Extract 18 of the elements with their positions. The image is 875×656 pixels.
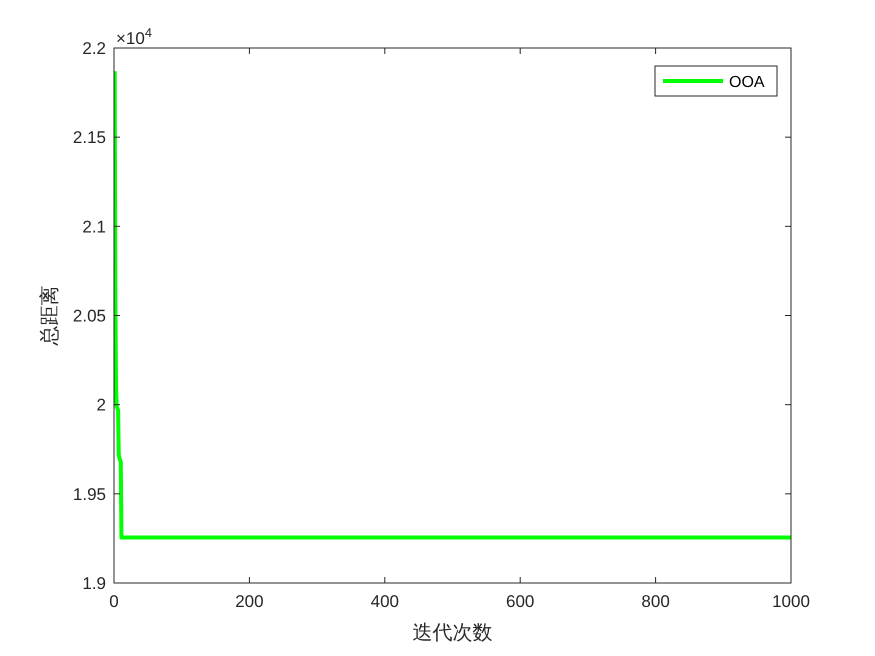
x-tick-label: 0 <box>109 592 119 611</box>
y-tick-label: 2.05 <box>72 306 106 326</box>
annotation: ×10$^{4}$ <box>116 24 152 48</box>
y-tick-label: 1.9 <box>82 574 106 593</box>
x-tick-label: 200 <box>235 592 264 611</box>
y-tick-label: 2 <box>96 396 106 415</box>
legend-label: OOA <box>729 74 765 91</box>
y-tick-label: 2.2 <box>82 39 106 58</box>
x-tick-label: 1000 <box>772 592 810 611</box>
x-tick-label: 800 <box>641 592 670 611</box>
y-tick-label: 2.15 <box>72 128 106 148</box>
x-tick-label: 600 <box>506 592 534 611</box>
y-axis-title: 总距离 <box>37 286 61 346</box>
y-tick-label: 1.95 <box>72 484 106 504</box>
x-tick-label: 400 <box>370 592 399 611</box>
y-tick-label: 2.1 <box>82 217 106 236</box>
line-series <box>114 69 793 540</box>
x-axis-title: 迭代次数 <box>412 620 492 644</box>
